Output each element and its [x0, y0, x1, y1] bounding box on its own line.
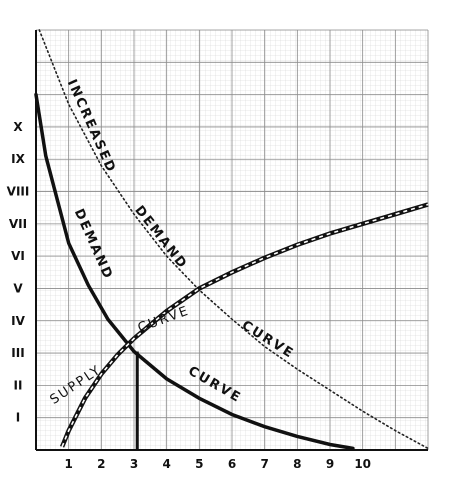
y-tick-label: III — [11, 346, 24, 360]
supply-curve-hatch — [61, 203, 429, 448]
y-tick-label: IX — [11, 152, 25, 166]
supply-curve — [60, 202, 429, 448]
y-tick-label: I — [16, 411, 20, 425]
x-tick-label: 8 — [293, 457, 301, 471]
x-tick-label: 6 — [228, 457, 236, 471]
x-tick-label: 2 — [97, 457, 105, 471]
increased-demand-curve — [38, 29, 429, 450]
y-tick-label: IV — [11, 314, 25, 328]
gridlines — [35, 29, 429, 451]
y-tick-label: VII — [9, 217, 27, 231]
x-tick-label: 3 — [130, 457, 138, 471]
curves — [34, 29, 429, 451]
y-tick-label: VIII — [7, 185, 30, 199]
y-tick-label: V — [13, 281, 23, 295]
x-tick-label: 4 — [162, 457, 170, 471]
x-tick-label: 5 — [195, 457, 203, 471]
x-tick-label: 10 — [354, 457, 371, 471]
y-tick-label: X — [13, 120, 23, 134]
demand-curve — [34, 92, 355, 451]
x-tick-label: 7 — [260, 457, 268, 471]
x-tick-label: 1 — [64, 457, 72, 471]
x-axis-tick-labels: 1 2 3 4 5 6 7 8 9 10 — [64, 457, 371, 471]
y-tick-label: II — [14, 378, 23, 392]
y-tick-label: VI — [11, 249, 25, 263]
x-tick-label: 9 — [326, 457, 334, 471]
